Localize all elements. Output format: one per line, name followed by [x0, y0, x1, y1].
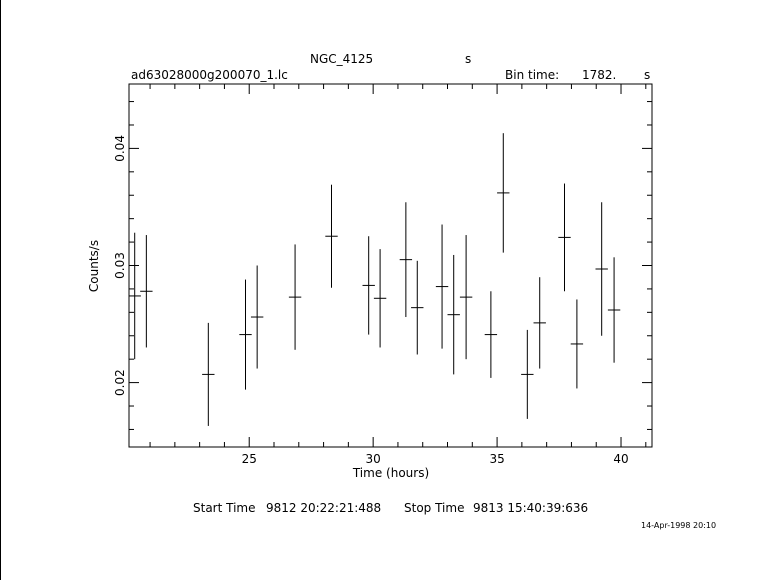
- plot-frame: [128, 83, 653, 448]
- start-time-label: Start Time: [193, 501, 256, 515]
- page-left-edge: [0, 0, 1, 580]
- start-time-value: 9812 20:22:21:488: [266, 501, 382, 515]
- x-tick-label: 25: [242, 452, 257, 466]
- date-stamp: 14-Apr-1998 20:10: [641, 521, 717, 530]
- data-point: [484, 291, 498, 378]
- data-point: [570, 299, 584, 389]
- data-point: [140, 235, 153, 348]
- tick-labels: 25 30 35 40 0.02 0.03 0.04: [113, 135, 629, 466]
- data-point: [521, 329, 534, 419]
- data-point: [373, 249, 387, 348]
- x-tick-label: 40: [613, 452, 628, 466]
- data-point: [411, 260, 424, 355]
- data-point: [202, 322, 215, 426]
- x-axis-label: Time (hours): [352, 466, 429, 480]
- data-point: [533, 277, 546, 369]
- data-point: [250, 265, 264, 369]
- axis-ticks: [129, 84, 652, 447]
- y-tick-label: 0.04: [113, 135, 127, 162]
- data-point: [497, 133, 510, 253]
- data-point: [399, 202, 413, 318]
- stop-time-label: Stop Time: [404, 501, 465, 515]
- data-point: [459, 235, 473, 360]
- x-tick-label: 30: [366, 452, 381, 466]
- data-points: [128, 133, 621, 426]
- data-point: [607, 257, 621, 363]
- y-axis-label: Counts/s: [87, 240, 101, 292]
- object-name: NGC_4125: [310, 52, 374, 66]
- data-point: [288, 244, 302, 350]
- x-tick-label: 35: [489, 452, 504, 466]
- data-point: [435, 224, 449, 349]
- bin-time-value: 1782.: [582, 68, 617, 82]
- data-point: [447, 254, 460, 375]
- stop-time-value: 9813 15:40:39:636: [473, 501, 589, 515]
- data-point: [595, 202, 608, 336]
- data-point: [239, 279, 252, 390]
- y-tick-label: 0.03: [113, 252, 127, 279]
- unit-mark: s: [465, 52, 472, 66]
- bin-time-label: Bin time:: [505, 68, 560, 82]
- y-tick-label: 0.02: [113, 369, 127, 396]
- data-point: [128, 232, 141, 360]
- data-point: [362, 236, 375, 335]
- file-name: ad63028000g200070_1.lc: [131, 68, 288, 82]
- bin-time-unit: s: [644, 68, 651, 82]
- data-point: [325, 184, 338, 288]
- data-point: [558, 183, 571, 292]
